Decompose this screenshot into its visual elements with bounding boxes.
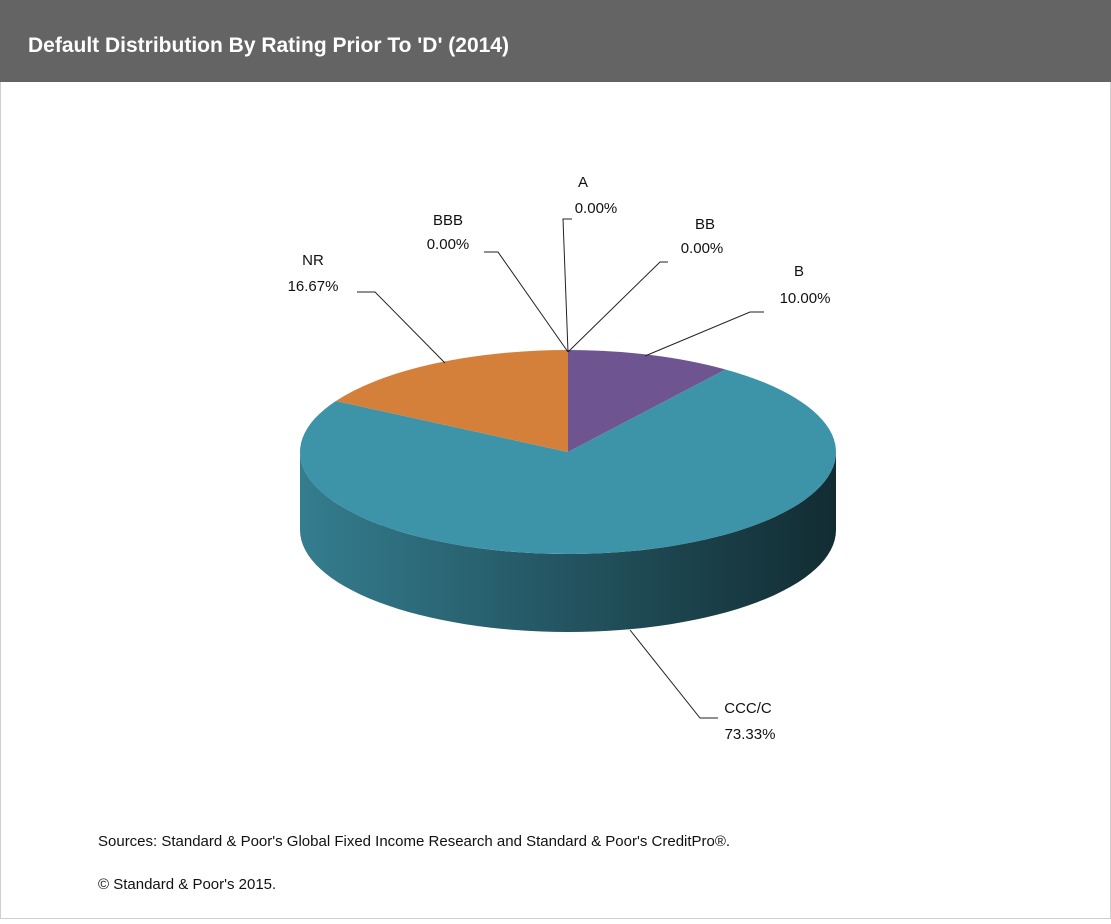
slice: [568, 350, 726, 452]
leader-line: [629, 629, 718, 719]
source-note: Sources: Standard & Poor's Global Fixed …: [98, 833, 730, 850]
slice-value-label: 0.00%: [427, 236, 470, 253]
pie-tops: [300, 350, 836, 554]
slice-label: B: [794, 263, 804, 280]
slice-label: BBB: [433, 212, 463, 229]
slice-value-label: 73.33%: [725, 726, 776, 743]
slice-label: CCC/C: [724, 700, 772, 717]
leader-line: [562, 218, 572, 353]
pie-sides: [300, 452, 836, 632]
leader-line: [567, 261, 668, 353]
leader-line: [484, 251, 569, 353]
slice-label: BB: [695, 216, 715, 233]
slice-side: [300, 452, 836, 632]
leader-line: [357, 291, 446, 364]
slice-value-label: 0.00%: [681, 240, 724, 257]
leader-line: [644, 311, 764, 357]
copyright-note: © Standard & Poor's 2015.: [98, 876, 276, 893]
slice-value-label: 0.00%: [575, 200, 618, 217]
slice-value-label: 10.00%: [780, 290, 831, 307]
header-bar: [0, 0, 1111, 82]
slice-label: NR: [302, 252, 324, 269]
slice: [300, 369, 836, 554]
slice-label: A: [578, 174, 588, 191]
slice: [335, 350, 568, 452]
slice-value-label: 16.67%: [288, 278, 339, 295]
chart-title: Default Distribution By Rating Prior To …: [28, 34, 509, 57]
